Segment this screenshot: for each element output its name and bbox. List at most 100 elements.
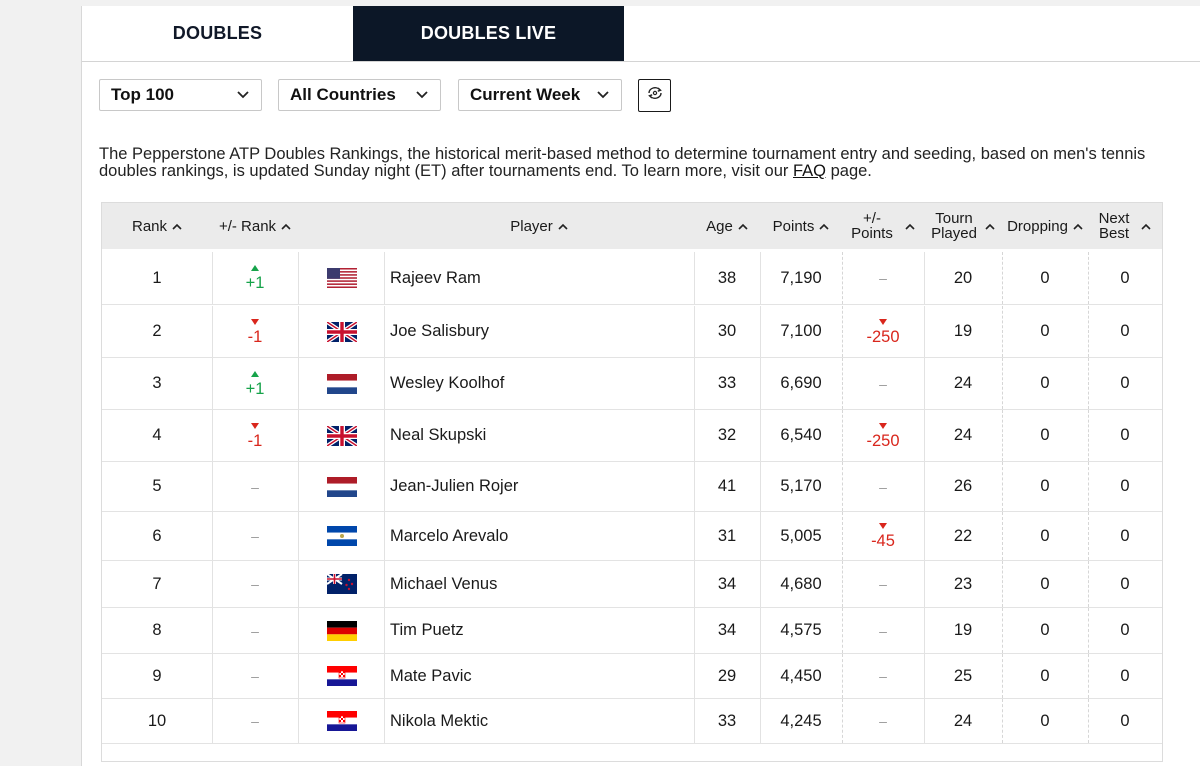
player-name[interactable]: Tim Puetz (390, 621, 464, 639)
arrow-up-icon (251, 265, 259, 271)
column-tourn-played[interactable]: Tourn Played (924, 203, 1002, 249)
column-divider (842, 410, 844, 461)
column-divider (212, 462, 213, 511)
points-move-cell: – (842, 654, 924, 698)
table-row[interactable]: 3 +1 Wesley Koolhof 33 6,690 – 24 0 0 (102, 358, 1162, 410)
column-rank[interactable]: Rank (102, 203, 212, 249)
tab-doubles[interactable]: DOUBLES (82, 6, 354, 61)
column-divider (212, 512, 213, 560)
ger-flag-icon (327, 620, 357, 641)
table-row[interactable]: 10 – Nikola Mektic 33 4,245 – 24 0 0 (102, 699, 1162, 744)
column-divider (760, 654, 761, 698)
column-next-label: Next Best (1099, 211, 1130, 241)
column-divider (842, 252, 844, 304)
rank-move-cell: – (212, 699, 298, 743)
dropping-cell: 0 (1040, 711, 1050, 730)
column-divider (212, 306, 213, 357)
table-row[interactable]: 2 -1 Joe Salisbury 30 7,100 -250 19 0 0 (102, 306, 1162, 358)
rank-move-value: +1 (245, 274, 265, 292)
table-row[interactable]: 7 – Michael Venus 34 4,680 – 23 0 0 (102, 561, 1162, 608)
table-row[interactable]: 5 – Jean-Julien Rojer 41 5,170 – 26 0 0 (102, 462, 1162, 512)
faq-link[interactable]: FAQ (793, 162, 827, 180)
rank-move-cell: – (212, 512, 298, 560)
player-name[interactable]: Mate Pavic (390, 666, 472, 685)
column-divider (924, 654, 925, 698)
next-best-cell: 0 (1120, 574, 1130, 593)
column-dropping[interactable]: Dropping (1002, 203, 1088, 249)
sort-caret-icon (1073, 223, 1083, 230)
player-name[interactable]: Joe Salisbury (390, 322, 490, 340)
column-divider (384, 358, 385, 409)
player-name[interactable]: Rajeev Ram (390, 268, 481, 287)
tourn-played-cell: 20 (953, 268, 973, 287)
chevron-down-icon (237, 89, 249, 101)
column-tourn-line1: Tourn (935, 210, 973, 227)
country-dropdown[interactable]: All Countries (278, 79, 441, 111)
tab-doubles-live[interactable]: DOUBLES LIVE (353, 6, 624, 61)
table-row[interactable]: 9 – Mate Pavic 29 4,450 – 25 0 0 (102, 654, 1162, 699)
column-rank-move[interactable]: +/- Rank (212, 203, 298, 249)
arrow-up-icon (251, 370, 259, 377)
dropping-cell: 0 (1040, 477, 1050, 495)
column-divider (842, 306, 844, 357)
sort-caret-icon (1141, 223, 1151, 230)
reset-filters-button[interactable] (638, 79, 671, 112)
player-name[interactable]: Neal Skupski (390, 426, 487, 444)
column-divider (298, 358, 299, 409)
column-divider (1002, 654, 1004, 698)
points-cell: 7,190 (780, 268, 822, 287)
column-divider (760, 699, 761, 743)
rank-move-value: -1 (247, 327, 263, 346)
column-divider (694, 358, 695, 409)
column-divider (694, 512, 695, 560)
column-divider (924, 462, 925, 511)
tourn-played-cell: 24 (953, 711, 973, 730)
points-cell: 6,540 (780, 426, 822, 444)
column-points[interactable]: Points (760, 203, 842, 249)
arrow-down-icon (251, 318, 259, 325)
country-dropdown-label: All Countries (290, 85, 396, 104)
player-name[interactable]: Nikola Mektic (390, 711, 489, 730)
column-divider (760, 608, 761, 653)
tourn-played-cell: 24 (953, 426, 973, 444)
cro-flag-icon (327, 666, 357, 686)
tab-bar: DOUBLES DOUBLES LIVE (82, 6, 1200, 62)
column-divider (760, 561, 761, 607)
column-player[interactable]: Player (384, 203, 694, 249)
player-name[interactable]: Michael Venus (390, 574, 498, 593)
table-row[interactable]: 6 – Marcelo Arevalo 31 5,005 -45 22 0 0 (102, 512, 1162, 561)
column-divider (298, 561, 299, 607)
column-divider (842, 608, 844, 653)
column-points-move[interactable]: +/- Points (842, 203, 924, 249)
cro-flag-icon (327, 711, 357, 731)
sort-caret-icon (172, 223, 182, 230)
range-dropdown[interactable]: Top 100 (99, 79, 262, 111)
points-move-cell: – (842, 462, 924, 511)
next-best-cell: 0 (1120, 374, 1130, 392)
column-divider (298, 306, 299, 357)
column-divider (212, 358, 213, 409)
column-divider (298, 410, 299, 461)
week-dropdown[interactable]: Current Week (458, 79, 622, 111)
refresh-icon (646, 86, 664, 105)
sort-caret-icon (819, 223, 829, 230)
column-divider (212, 608, 213, 653)
column-divider (924, 561, 925, 607)
column-divider (298, 699, 299, 743)
column-divider (842, 561, 844, 607)
table-row[interactable]: 1 +1 Rajeev Ram 38 7,190 – 20 0 0 (102, 252, 1162, 305)
column-age[interactable]: Age (694, 203, 760, 249)
table-row[interactable]: 8 – Tim Puetz 34 4,575 – 19 0 0 (102, 608, 1162, 654)
rank-move-value: – (251, 622, 259, 639)
usa-flag-icon (327, 268, 357, 289)
column-divider (298, 252, 299, 304)
player-name[interactable]: Wesley Koolhof (390, 374, 505, 392)
points-move-value: – (879, 713, 887, 729)
table-row[interactable]: 4 -1 Neal Skupski 32 6,540 -250 24 0 0 (102, 410, 1162, 462)
points-move-cell: -250 (842, 306, 924, 357)
player-name[interactable]: Jean-Julien Rojer (390, 477, 519, 495)
column-next-best[interactable]: Next Best (1088, 203, 1162, 249)
column-points-move-line2: Points (851, 225, 893, 242)
player-name[interactable]: Marcelo Arevalo (390, 526, 509, 545)
dropping-cell: 0 (1040, 268, 1050, 287)
